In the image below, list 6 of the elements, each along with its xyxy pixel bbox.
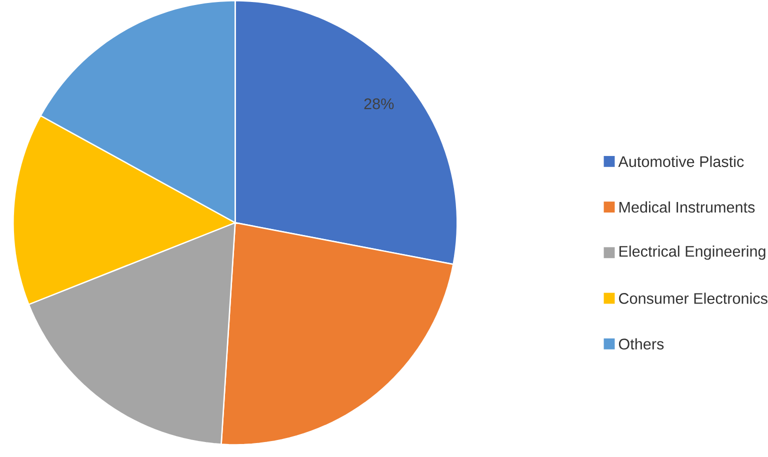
legend-label: Others	[618, 338, 664, 350]
legend-label: Automotive Plastic	[618, 156, 744, 168]
legend-label: Consumer Electronics	[619, 292, 768, 304]
data-label: 28%	[364, 98, 394, 110]
legend-label: Electrical Engineering	[619, 246, 766, 260]
legend-label: Medical Instruments	[619, 202, 755, 213]
